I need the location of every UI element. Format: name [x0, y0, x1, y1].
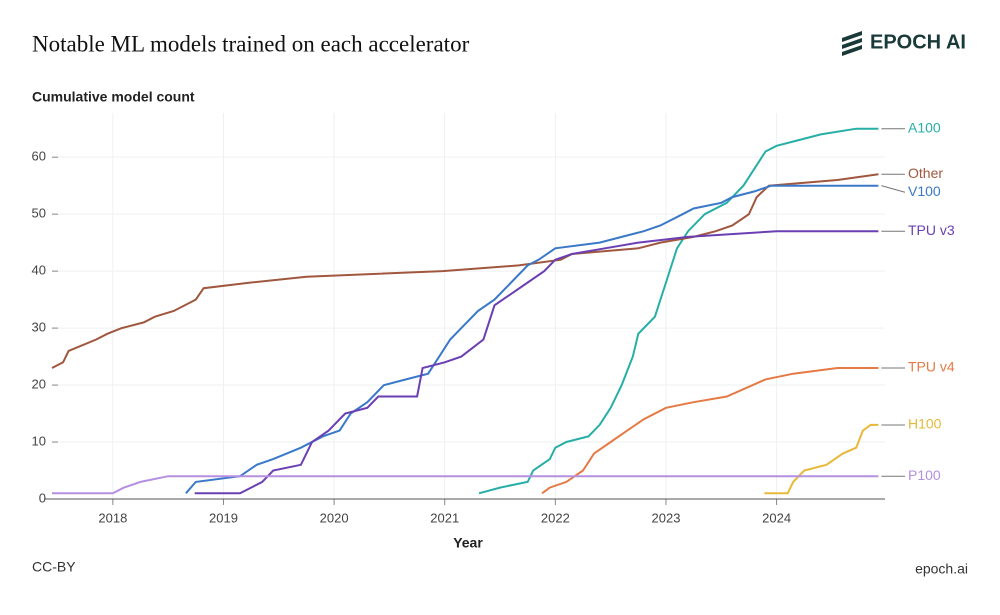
brand: EPOCH AI	[870, 31, 966, 53]
legend-label: Other	[908, 165, 943, 181]
x-tick-label: 2020	[320, 510, 349, 525]
license: CC-BY	[32, 559, 76, 575]
series-line	[194, 230, 879, 495]
y-tick-label: 0	[39, 490, 46, 505]
label-leader	[881, 185, 906, 193]
series-line	[478, 127, 879, 495]
series-line	[764, 423, 879, 495]
legend-label: H100	[908, 416, 942, 432]
legend-label: TPU v3	[908, 222, 955, 238]
series-line	[185, 184, 879, 494]
y-tick-label: 10	[32, 433, 46, 448]
legend-label: P100	[908, 467, 941, 483]
x-axis-label: Year	[453, 535, 483, 551]
y-tick-label: 30	[32, 320, 46, 335]
x-tick-label: 2023	[652, 510, 681, 525]
y-tick-label: 60	[32, 149, 46, 164]
legend-label: V100	[908, 183, 941, 199]
legend-label: A100	[908, 119, 941, 135]
y-tick-label: 40	[32, 263, 46, 278]
series-line	[541, 367, 879, 495]
legend-label: TPU v4	[908, 359, 955, 375]
y-axis-label: Cumulative model count	[32, 89, 195, 105]
series-line	[52, 475, 879, 495]
y-tick-label: 50	[32, 206, 46, 221]
brand-logo	[842, 31, 862, 56]
series-line	[51, 173, 879, 369]
x-tick-label: 2019	[209, 510, 238, 525]
x-tick-label: 2022	[541, 510, 570, 525]
site: epoch.ai	[915, 561, 968, 577]
x-tick-label: 2018	[98, 510, 127, 525]
x-tick-label: 2021	[430, 510, 459, 525]
y-tick-label: 20	[32, 376, 46, 391]
x-tick-label: 2024	[762, 510, 791, 525]
chart-title: Notable ML models trained on each accele…	[32, 31, 470, 56]
